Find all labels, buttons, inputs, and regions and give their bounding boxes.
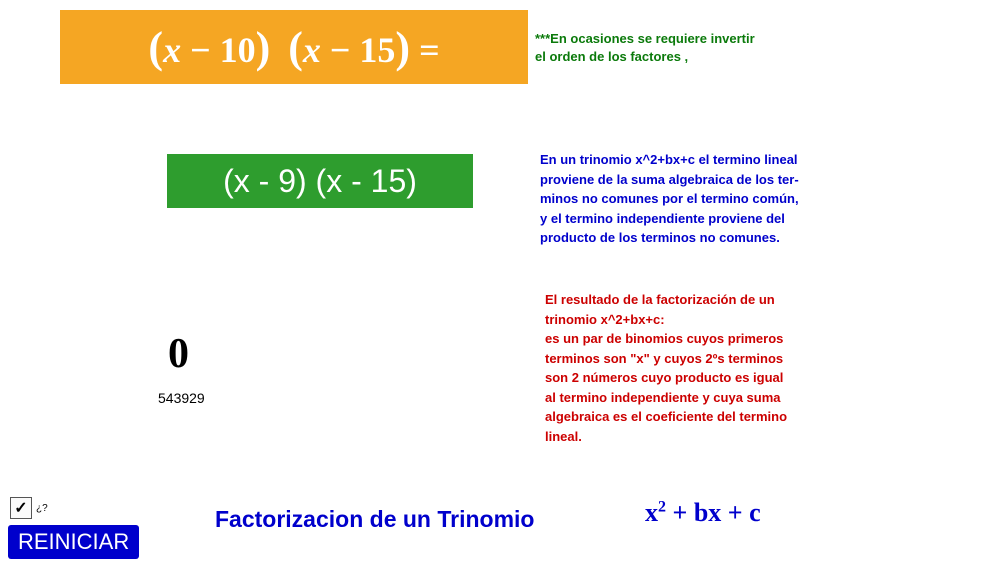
result-value: 0 [168, 330, 189, 378]
green-formula-text: (x - 9) (x - 15) [223, 163, 417, 200]
hint-line1: ***En ocasiones se requiere invertir [535, 31, 755, 46]
reset-button[interactable]: REINICIAR [8, 525, 139, 559]
hint-text: ***En ocasiones se requiere invertir el … [535, 30, 815, 66]
blue-explanation: En un trinomio x^2+bx+c el termino linea… [540, 150, 850, 248]
red-line: El resultado de la factorización de un [545, 292, 775, 307]
red-line: es un par de binomios cuyos primeros [545, 331, 783, 346]
help-checkbox[interactable]: ✓ [10, 497, 32, 519]
checkbox-row: ✓ ¿? [10, 497, 48, 519]
secondary-value: 543929 [158, 390, 205, 406]
formula-x: x [645, 498, 658, 527]
blue-line: En un trinomio x^2+bx+c el termino linea… [540, 152, 798, 167]
page-title: Factorizacion de un Trinomio [215, 506, 534, 533]
formula-rest: + bx + c [666, 498, 761, 527]
orange-formula-box: (x − 10) (x − 15) = [60, 10, 528, 84]
red-line: son 2 números cuyo producto es igual [545, 370, 783, 385]
red-line: algebraica es el coeficiente del termino [545, 409, 787, 424]
green-formula-box: (x - 9) (x - 15) [165, 152, 475, 210]
blue-line: proviene de la suma algebraica de los te… [540, 172, 799, 187]
red-line: trinomio x^2+bx+c: [545, 312, 665, 327]
hint-line2: el orden de los factores , [535, 49, 688, 64]
red-explanation: El resultado de la factorización de un t… [545, 290, 850, 446]
quadratic-formula: x2 + bx + c [645, 498, 761, 528]
red-line: al termino independiente y cuya suma [545, 390, 781, 405]
checkbox-label: ¿? [36, 503, 48, 514]
red-line: lineal. [545, 429, 582, 444]
red-line: terminos son "x" y cuyos 2ºs terminos [545, 351, 783, 366]
blue-line: y el termino independiente proviene del [540, 211, 785, 226]
blue-line: producto de los terminos no comunes. [540, 230, 780, 245]
orange-formula-text: (x − 10) (x − 15) = [148, 22, 439, 73]
blue-line: minos no comunes por el termino común, [540, 191, 799, 206]
